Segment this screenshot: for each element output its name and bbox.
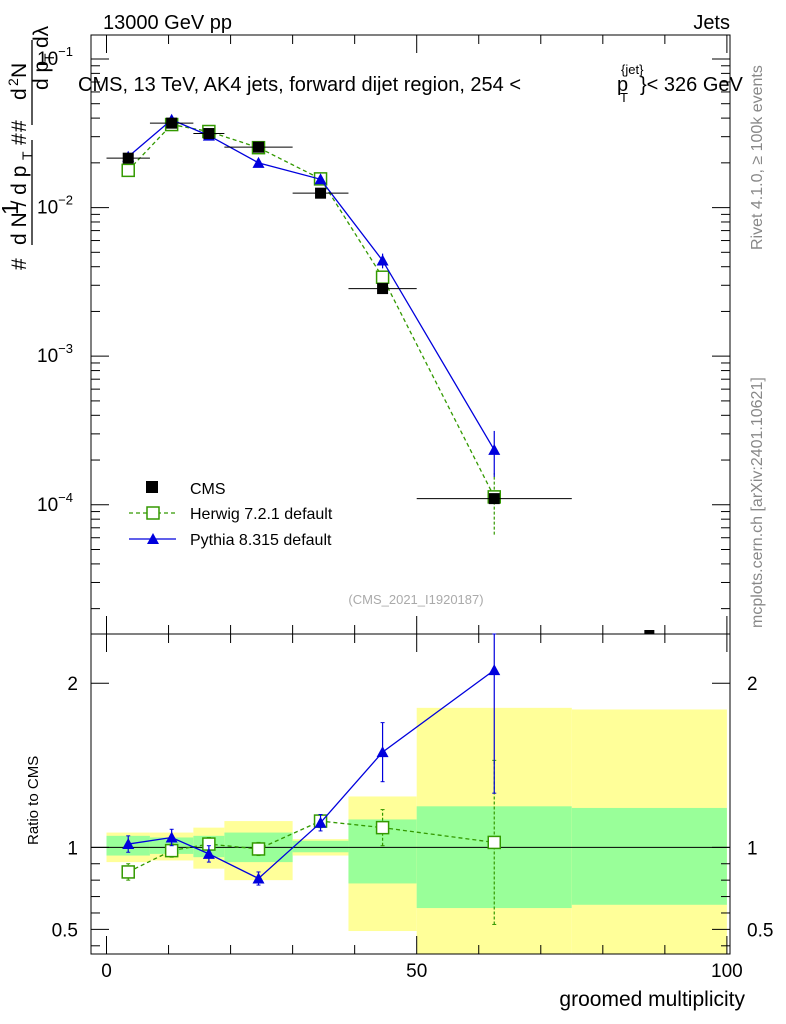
ratio-herwig-point <box>375 820 390 835</box>
svg-text:T: T <box>19 151 35 160</box>
pythia-line <box>127 118 495 451</box>
herwig-line <box>127 123 495 498</box>
svg-text:d: d <box>8 88 31 100</box>
y-tick-base: 10 <box>37 49 58 70</box>
ratio-y-tick-label-left: 1 <box>67 838 78 859</box>
ratio-panel-frame <box>90 633 731 955</box>
legend-herwig-label: Herwig 7.2.1 default <box>190 506 333 523</box>
svg-text:d N / d p: d N / d p <box>8 166 31 245</box>
rivet-version-label: Rivet 4.1.0, ≥ 100k events <box>749 65 766 250</box>
ratio-y-tick-label-left: 0.5 <box>52 920 78 941</box>
y-tick-label: 10−3 <box>37 341 73 367</box>
ratio-stat-band <box>292 840 349 853</box>
x-tick-label: 100 <box>711 961 743 982</box>
ratio-herwig-point <box>251 842 266 856</box>
y-tick-base: 10 <box>37 495 58 516</box>
x-axis-label: groomed multiplicity <box>559 988 745 1011</box>
herwig-point <box>121 163 135 178</box>
y-tick-base: 10 <box>37 198 58 219</box>
svg-text:#: # <box>8 258 31 270</box>
ratio-herwig-point <box>121 865 135 879</box>
x-tick-label: 50 <box>406 961 427 982</box>
pythia-point <box>488 443 501 455</box>
herwig-point <box>375 270 390 284</box>
ratio-y-tick-label-left: 2 <box>67 674 78 695</box>
y-tick-label: 10−4 <box>37 490 73 516</box>
pythia-point <box>314 173 327 185</box>
cms-point <box>166 117 178 129</box>
y-tick-exponent: −4 <box>58 490 73 505</box>
ratio-herwig-point <box>164 843 179 858</box>
ratio-pythia-point <box>252 872 265 884</box>
ratio-pythia-point <box>202 847 215 859</box>
y-tick-label: 10−2 <box>37 193 73 219</box>
y-tick-label: 10−1 <box>37 44 73 70</box>
cms-point-clipped <box>644 630 655 634</box>
main-panel: 10−110−210−310−4 CMS, 13 TeV, AK4 jets, … <box>37 34 744 635</box>
cms-point <box>203 128 215 140</box>
ratio-pythia-point <box>314 816 327 828</box>
x-tick-label: 0 <box>101 961 112 982</box>
legend: CMS Herwig 7.2.1 default Pythia 8.315 de… <box>129 481 333 549</box>
cms-point <box>377 283 389 295</box>
y-tick-base: 10 <box>37 346 58 367</box>
main-panel-frame <box>90 34 731 635</box>
legend-cms-marker <box>146 481 158 493</box>
legend-pythia-label: Pythia 8.315 default <box>190 532 332 549</box>
svg-text:2: 2 <box>5 78 21 86</box>
ratio-pythia-point <box>376 746 389 758</box>
ratio-herwig-point <box>487 835 502 850</box>
cms-point <box>315 187 327 199</box>
y-tick-exponent: −3 <box>58 341 73 356</box>
ratio-y-axis-label: Ratio to CMS <box>25 756 42 845</box>
pythia-point <box>376 254 389 266</box>
pythia-point <box>252 156 265 168</box>
y-tick-exponent: −1 <box>58 44 73 59</box>
analysis-id-label: (CMS_2021_I1920187) <box>348 592 483 607</box>
title-suffix: }< 326 GeV <box>640 74 744 96</box>
cms-point <box>488 493 500 505</box>
svg-text:dλ: dλ <box>30 25 53 48</box>
svg-text:#: # <box>8 133 31 145</box>
ratio-panel: 0.5 0.5 1 1 2 2 0 50 100 Ratio to CMS groomed mu… <box>25 633 773 1011</box>
ratio-y-tick-label-right: 0.5 <box>747 920 773 941</box>
cms-point <box>122 152 134 164</box>
main-y-axis-label: # d N / d p T # 1 d p T dλ d 2 N # <box>0 25 57 270</box>
legend-pythia-marker <box>147 533 159 544</box>
ratio-pythia-point <box>122 838 135 850</box>
header-energy: 13000 GeV pp <box>103 12 232 34</box>
header-category: Jets <box>693 12 730 34</box>
svg-text:N: N <box>8 63 31 78</box>
ratio-stat-band <box>571 807 727 905</box>
title-sup: {jet} <box>621 62 644 77</box>
title-sub: T <box>620 90 628 105</box>
cms-point <box>253 141 265 153</box>
main-title: CMS, 13 TeV, AK4 jets, forward dijet reg… <box>78 62 744 105</box>
title-p: p <box>617 74 628 96</box>
svg-text:T: T <box>41 53 57 62</box>
title-prefix: CMS, 13 TeV, AK4 jets, forward dijet reg… <box>78 74 521 96</box>
ratio-pythia-point <box>488 664 501 676</box>
legend-herwig-marker <box>146 506 160 520</box>
ratio-y-tick-label-right: 1 <box>747 838 758 859</box>
legend-cms-label: CMS <box>190 481 226 498</box>
ratio-y-tick-label-right: 2 <box>747 674 758 695</box>
svg-text:#: # <box>8 120 31 132</box>
mcplots-label: mcplots.cern.ch [arXiv:2401.10621] <box>749 377 766 628</box>
svg-text:d p: d p <box>30 61 53 90</box>
y-tick-exponent: −2 <box>58 193 73 208</box>
ratio-pythia-point <box>165 831 178 843</box>
svg-text:1: 1 <box>0 202 23 215</box>
